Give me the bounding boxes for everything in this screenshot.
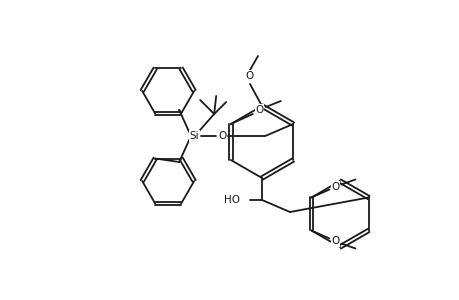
Text: O: O bbox=[330, 236, 339, 247]
Text: O: O bbox=[246, 71, 253, 81]
Text: O: O bbox=[218, 131, 226, 141]
Text: O: O bbox=[255, 105, 263, 115]
Text: HO: HO bbox=[224, 195, 240, 205]
Text: Si: Si bbox=[189, 131, 199, 141]
Text: O: O bbox=[330, 182, 339, 191]
